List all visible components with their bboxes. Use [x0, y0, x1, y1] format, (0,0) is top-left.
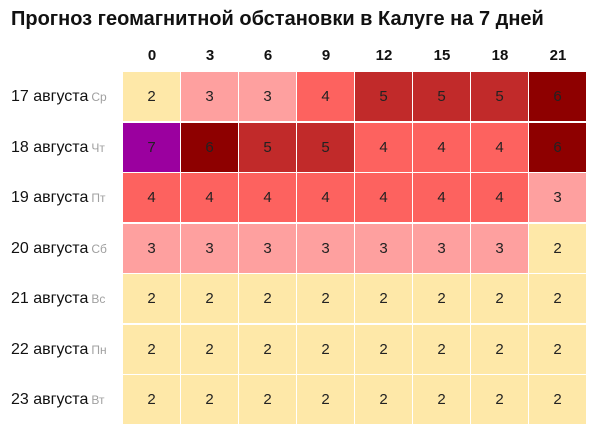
- kp-cell: 4: [239, 173, 296, 222]
- kp-cell: 5: [355, 72, 412, 121]
- kp-cell: 2: [529, 274, 586, 323]
- kp-cell: 2: [181, 274, 238, 323]
- row-weekday-label: Пн: [91, 342, 107, 357]
- kp-cell: 3: [181, 72, 238, 121]
- kp-cell: 5: [239, 122, 296, 172]
- row-header-date: 17 августа Ср: [11, 72, 107, 122]
- row-header-date: 20 августа Сб: [11, 224, 107, 274]
- kp-cell: 2: [123, 274, 180, 323]
- kp-cell: 4: [471, 173, 528, 222]
- kp-cell: 2: [123, 324, 180, 374]
- kp-cell: 4: [355, 122, 412, 172]
- kp-cell: 3: [239, 223, 296, 273]
- row-date-label: 20 августа: [11, 239, 89, 257]
- kp-cell: 5: [297, 122, 354, 172]
- kp-cell: 2: [355, 324, 412, 374]
- row-weekday-label: Чт: [91, 140, 105, 155]
- kp-cell: 4: [413, 173, 470, 222]
- kp-cell: 4: [181, 173, 238, 222]
- column-header-hour: 18: [491, 47, 509, 64]
- column-header-hour: 3: [205, 47, 215, 64]
- kp-cell: 2: [529, 375, 586, 424]
- kp-cell: 2: [413, 375, 470, 424]
- kp-cell: 2: [181, 324, 238, 374]
- kp-cell: 3: [413, 223, 470, 273]
- kp-cell: 4: [413, 122, 470, 172]
- row-date-label: 18 августа: [11, 138, 89, 156]
- column-header-hour: 9: [321, 47, 331, 64]
- row-weekday-label: Ср: [91, 90, 107, 104]
- column-header-hour: 0: [147, 47, 157, 64]
- kp-cell: 4: [355, 173, 412, 222]
- kp-cell: 5: [413, 72, 470, 121]
- column-header-hour: 6: [263, 47, 273, 64]
- row-header-date: 18 августа Чт: [11, 123, 105, 173]
- kp-cell: 2: [123, 375, 180, 424]
- chart-title: Прогноз геомагнитной обстановки в Калуге…: [11, 8, 544, 30]
- kp-cell: 3: [297, 223, 354, 273]
- kp-cell: 2: [355, 274, 412, 323]
- row-weekday-label: Вс: [91, 292, 106, 306]
- row-date-label: 19 августа: [11, 189, 89, 206]
- kp-cell: 2: [297, 274, 354, 323]
- kp-cell: 2: [297, 324, 354, 374]
- kp-cell: 4: [297, 173, 354, 222]
- kp-cell: 5: [471, 72, 528, 121]
- row-weekday-label: Вт: [91, 393, 105, 407]
- row-weekday-label: Пт: [91, 191, 106, 205]
- row-header-date: 23 августа Вт: [11, 375, 104, 425]
- kp-cell: 2: [413, 324, 470, 374]
- kp-cell: 3: [123, 223, 180, 273]
- column-header-hour: 15: [433, 47, 451, 64]
- kp-cell: 2: [471, 274, 528, 323]
- row-header-date: 21 августа Вс: [11, 274, 105, 324]
- kp-cell: 2: [529, 324, 586, 374]
- row-date-label: 23 августа: [11, 391, 89, 408]
- kp-cell: 3: [471, 223, 528, 273]
- row-date-label: 21 августа: [11, 290, 89, 307]
- kp-cell: 3: [355, 223, 412, 273]
- kp-cell: 2: [471, 324, 528, 374]
- row-header-date: 19 августа Пт: [11, 173, 105, 223]
- column-header-hour: 21: [549, 47, 567, 64]
- kp-cell: 6: [181, 122, 238, 172]
- kp-cell: 2: [413, 274, 470, 323]
- kp-cell: 4: [297, 72, 354, 121]
- kp-cell: 2: [239, 375, 296, 424]
- kp-cell: 2: [239, 324, 296, 374]
- kp-cell: 2: [355, 375, 412, 424]
- row-header-date: 22 августа Пн: [11, 325, 107, 375]
- row-weekday-label: Сб: [91, 241, 107, 256]
- kp-cell: 3: [181, 223, 238, 273]
- kp-cell: 4: [471, 122, 528, 172]
- row-date-label: 22 августа: [11, 340, 89, 358]
- column-header-hour: 12: [375, 47, 393, 64]
- row-date-label: 17 августа: [11, 88, 89, 105]
- kp-cell: 2: [529, 223, 586, 273]
- kp-cell: 6: [529, 122, 586, 172]
- kp-cell: 2: [471, 375, 528, 424]
- kp-cell: 2: [297, 375, 354, 424]
- kp-cell: 2: [181, 375, 238, 424]
- kp-cell: 3: [239, 72, 296, 121]
- kp-cell: 2: [239, 274, 296, 323]
- kp-cell: 4: [123, 173, 180, 222]
- kp-cell: 3: [529, 173, 586, 222]
- kp-cell: 7: [123, 122, 180, 172]
- kp-cell: 2: [123, 72, 180, 121]
- kp-cell: 6: [529, 72, 586, 121]
